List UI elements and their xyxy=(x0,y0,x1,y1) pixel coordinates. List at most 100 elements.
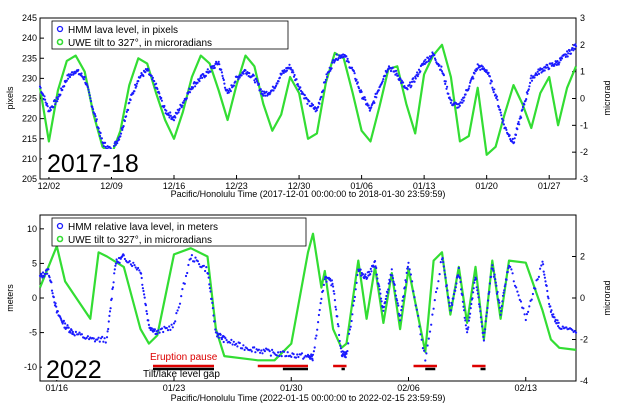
lava-point xyxy=(255,79,259,83)
lava-point xyxy=(564,55,567,59)
lava-point xyxy=(566,55,569,58)
lava-point xyxy=(552,313,555,316)
lava-point xyxy=(395,72,398,75)
lava-point xyxy=(480,320,483,324)
lava-point xyxy=(255,77,258,81)
lava-point xyxy=(169,111,172,114)
lava-point xyxy=(492,269,495,272)
lava-point xyxy=(479,316,482,319)
lava-point xyxy=(567,52,570,55)
lava-point xyxy=(299,86,302,89)
lava-point xyxy=(397,312,400,315)
lava-point xyxy=(485,69,488,72)
lava-point xyxy=(442,261,445,264)
lava-point xyxy=(525,313,529,316)
lava-point xyxy=(146,312,149,315)
lava-point xyxy=(333,299,336,302)
lava-point xyxy=(484,328,487,331)
lava-series-top xyxy=(38,43,578,154)
lava-point xyxy=(293,73,296,77)
lava-point xyxy=(337,57,340,60)
lava-point xyxy=(482,335,485,338)
lava-point xyxy=(507,267,510,270)
lava-point xyxy=(464,93,467,96)
lava-point xyxy=(51,292,54,295)
lava-point xyxy=(485,311,488,314)
lava-point xyxy=(546,289,549,293)
lava-point xyxy=(488,282,491,285)
lava-point xyxy=(285,69,288,72)
tilt-line xyxy=(38,232,577,362)
lava-point xyxy=(128,260,131,263)
lava-point xyxy=(431,313,434,316)
lava-point xyxy=(44,98,47,101)
lava-point xyxy=(168,116,171,119)
y-right-tick-label: 1 xyxy=(580,67,585,77)
lava-point xyxy=(396,299,399,302)
lava-point xyxy=(373,260,377,263)
lava-point xyxy=(366,102,369,105)
lava-point xyxy=(160,327,164,330)
lava-point xyxy=(372,265,375,268)
lava-point xyxy=(571,47,574,50)
lava-point xyxy=(303,94,306,97)
lava-point xyxy=(543,69,546,72)
lava-point xyxy=(269,354,272,357)
lava-point xyxy=(518,123,521,126)
lava-point xyxy=(216,335,219,338)
x-tick-label: 01/30 xyxy=(280,383,303,393)
lava-point xyxy=(560,57,564,60)
lava-point xyxy=(390,268,393,271)
lava-point xyxy=(211,307,214,310)
lava-point xyxy=(108,310,112,313)
lava-point xyxy=(356,273,359,277)
lava-point xyxy=(573,47,576,51)
lava-point xyxy=(213,320,216,323)
lava-point xyxy=(144,304,147,307)
lava-point xyxy=(113,272,116,275)
lava-point xyxy=(95,118,98,121)
lava-point xyxy=(220,338,223,341)
lava-point xyxy=(457,266,460,270)
legend-box-top xyxy=(51,20,289,50)
y-axis-right-label-bottom: microrad xyxy=(602,280,612,315)
lava-point xyxy=(469,79,472,82)
lava-point xyxy=(59,317,63,320)
lava-point xyxy=(345,352,348,355)
lava-point xyxy=(102,340,105,343)
lava-point xyxy=(320,95,323,98)
y-right-tick-label: 0 xyxy=(580,94,585,104)
lava-point xyxy=(61,322,64,325)
lava-point xyxy=(469,307,472,310)
lava-point xyxy=(443,273,447,276)
lava-point xyxy=(574,45,578,48)
lava-point xyxy=(240,74,243,77)
lava-point xyxy=(543,276,547,279)
lava-point xyxy=(250,350,253,353)
lava-point xyxy=(317,313,320,317)
lava-point xyxy=(319,302,322,305)
lava-point xyxy=(133,264,136,267)
lava-point xyxy=(325,280,328,283)
lava-point xyxy=(158,331,161,334)
x-tick-label: 01/20 xyxy=(475,181,498,191)
lava-point xyxy=(44,272,47,276)
lava-point xyxy=(494,281,497,284)
lava-point xyxy=(194,85,197,88)
lava-point xyxy=(382,305,386,308)
lava-point xyxy=(277,80,280,83)
lava-point xyxy=(50,281,53,284)
lava-point xyxy=(534,287,537,290)
x-axis-label-top: Pacific/Honolulu Time (2017-12-01 00:00:… xyxy=(171,189,446,199)
lava-point xyxy=(503,285,506,288)
lava-point xyxy=(352,304,355,307)
lava-point xyxy=(466,328,469,331)
lava-point xyxy=(571,329,574,332)
lava-point xyxy=(107,327,110,331)
lava-point xyxy=(338,339,341,343)
lava-point xyxy=(318,308,321,312)
lava-point xyxy=(428,330,432,333)
lava-point xyxy=(462,305,465,308)
lava-point xyxy=(55,305,58,308)
lava-point xyxy=(484,320,487,323)
